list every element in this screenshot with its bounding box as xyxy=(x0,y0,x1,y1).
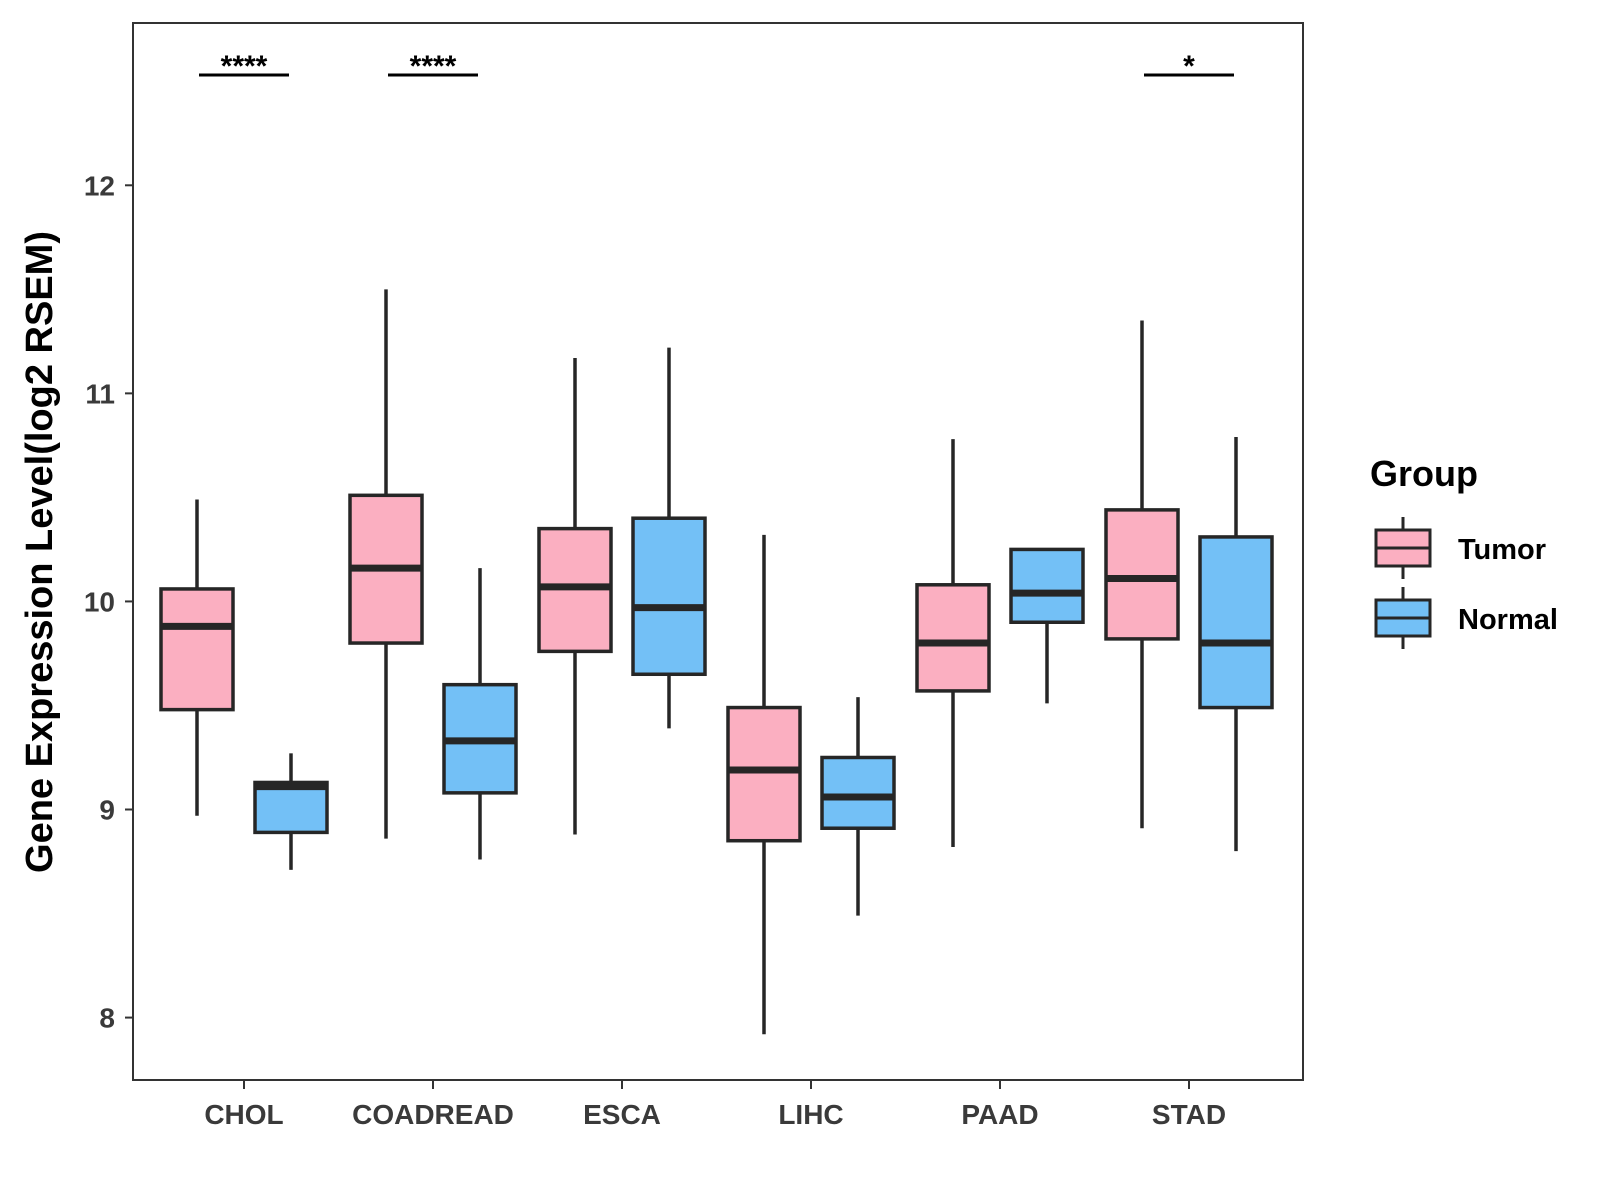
box-normal-coadread xyxy=(442,568,518,860)
box-normal-stad xyxy=(1198,437,1274,852)
significance-label: **** xyxy=(221,50,268,83)
significance-chol: **** xyxy=(199,50,289,83)
box-body xyxy=(1198,535,1274,710)
y-tick-label: 12 xyxy=(84,170,115,201)
x-tick-label: ESCA xyxy=(583,1099,661,1130)
box-body xyxy=(631,516,707,677)
boxes-layer xyxy=(159,289,1274,1035)
significance-label: * xyxy=(1183,50,1195,83)
box-body xyxy=(726,705,802,843)
x-tick-label: PAAD xyxy=(961,1099,1038,1130)
box-normal-esca xyxy=(631,347,707,729)
x-tick-label: STAD xyxy=(1152,1099,1226,1130)
significance-stad: * xyxy=(1144,50,1234,83)
box-normal-chol xyxy=(253,753,329,870)
y-axis-title: Gene Expression Level(log2 RSEM) xyxy=(19,231,61,873)
legend-label: Tumor xyxy=(1458,534,1546,566)
legend-item-tumor: Tumor xyxy=(1374,517,1546,579)
legend: Group Tumor Normal xyxy=(1370,453,1558,649)
y-tick-label: 8 xyxy=(99,1003,115,1034)
legend-item-normal: Normal xyxy=(1374,587,1558,649)
box-tumor-chol xyxy=(159,499,235,816)
box-tumor-paad xyxy=(915,439,991,847)
box-body xyxy=(159,587,235,712)
box-body xyxy=(1009,547,1085,624)
box-body xyxy=(1104,508,1180,641)
box-normal-paad xyxy=(1009,547,1085,704)
significance-coadread: **** xyxy=(388,50,478,83)
legend-title: Group xyxy=(1370,453,1478,494)
y-axis: 8 9 10 11 12 xyxy=(84,170,133,1034)
legend-label: Normal xyxy=(1458,604,1558,636)
box-tumor-lihc xyxy=(726,534,802,1035)
y-tick-label: 9 xyxy=(99,795,115,826)
x-tick-label: COADREAD xyxy=(352,1099,514,1130)
x-tick-label: LIHC xyxy=(778,1099,843,1130)
significance-label: **** xyxy=(410,50,457,83)
x-axis: CHOL COADREAD ESCA LIHC PAAD STAD xyxy=(204,1080,1226,1130)
box-tumor-coadread xyxy=(348,289,424,839)
y-tick-label: 11 xyxy=(85,378,115,409)
box-normal-lihc xyxy=(820,697,896,916)
box-body xyxy=(253,780,329,835)
y-tick-label: 10 xyxy=(84,586,115,617)
x-tick-label: CHOL xyxy=(204,1099,283,1130)
box-tumor-stad xyxy=(1104,320,1180,829)
box-body xyxy=(915,583,991,693)
significance-annotations: **** **** * xyxy=(199,50,1234,83)
box-tumor-esca xyxy=(537,357,613,835)
box-body xyxy=(820,755,896,830)
